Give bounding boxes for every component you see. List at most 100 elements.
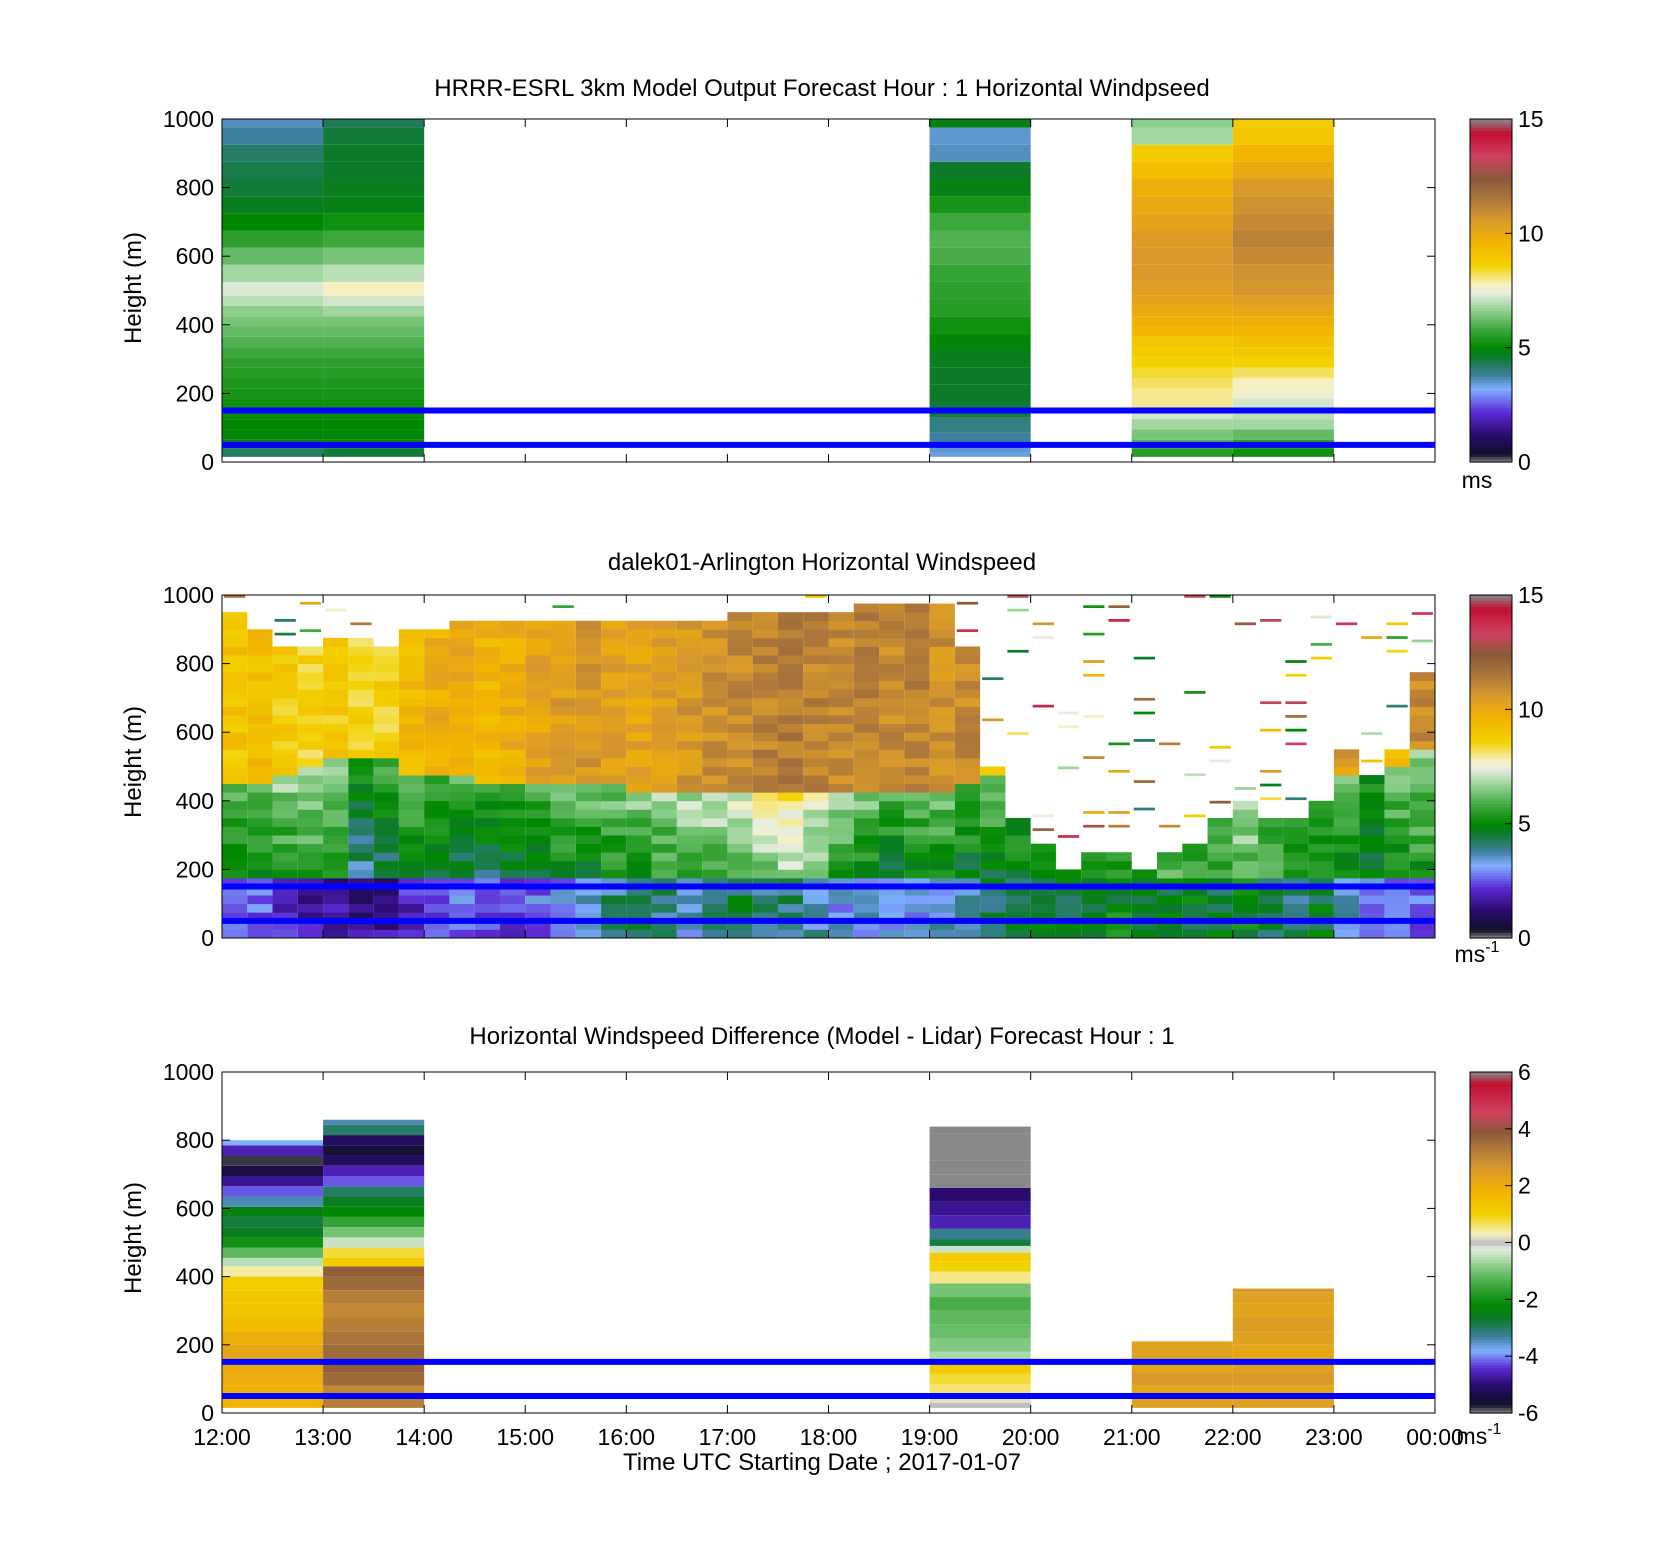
heatmap-cell xyxy=(727,877,753,887)
heatmap-cell xyxy=(1032,704,1054,708)
heatmap-cell xyxy=(398,697,425,707)
heatmap-cell xyxy=(929,367,1031,385)
heatmap-cell xyxy=(373,895,399,905)
heatmap-cell xyxy=(1359,775,1385,785)
heatmap-cell xyxy=(601,620,627,630)
heatmap-cell xyxy=(348,672,374,682)
heatmap-cell xyxy=(499,757,526,767)
heatmap-cell xyxy=(449,912,475,922)
heatmap-cell xyxy=(1409,783,1435,793)
heatmap-cell xyxy=(904,655,930,664)
heatmap-cell xyxy=(247,655,273,664)
heatmap-cell xyxy=(272,852,298,862)
colorbar-segment xyxy=(1470,1151,1512,1156)
heatmap-cell xyxy=(449,732,475,742)
colorbar-segment xyxy=(1470,755,1512,759)
colorbar-segment xyxy=(1470,686,1512,690)
heatmap-cell xyxy=(1159,742,1181,746)
heatmap-cell xyxy=(702,655,728,664)
heatmap-cell xyxy=(474,689,500,699)
heatmap-cell xyxy=(929,732,955,742)
heatmap-cell xyxy=(1232,127,1334,145)
heatmap-cell xyxy=(348,826,374,836)
heatmap-cell xyxy=(702,620,728,630)
heatmap-cell xyxy=(1131,895,1158,905)
heatmap-cell xyxy=(1209,800,1231,804)
heatmap-cell xyxy=(828,783,854,793)
x-tick-label: 18:00 xyxy=(800,1424,858,1450)
heatmap-cell xyxy=(398,655,425,664)
heatmap-cell xyxy=(727,740,753,750)
heatmap-cell xyxy=(752,895,778,905)
colorbar-segment xyxy=(1470,1191,1512,1195)
heatmap-cell xyxy=(272,903,298,913)
heatmap-cell xyxy=(575,775,602,785)
colorbar-segment xyxy=(1470,655,1512,659)
heatmap-cell xyxy=(676,757,703,767)
heatmap-cell xyxy=(499,775,526,785)
colorbar-tick-label: 5 xyxy=(1518,335,1531,361)
colorbar-segment xyxy=(1470,416,1512,420)
heatmap-cell xyxy=(550,646,576,656)
colorbar-segment xyxy=(1470,213,1512,217)
heatmap-cell xyxy=(929,655,955,664)
heatmap-cell xyxy=(525,715,551,725)
colorbar-segment xyxy=(1470,210,1512,214)
colorbar-segment xyxy=(1470,809,1512,813)
heatmap-cell xyxy=(879,697,905,707)
heatmap-cell xyxy=(1409,843,1435,853)
heatmap-cell xyxy=(1384,775,1410,785)
heatmap-cell xyxy=(954,860,981,870)
heatmap-cell xyxy=(323,305,425,317)
colorbar-segment xyxy=(1470,646,1512,650)
heatmap-cell xyxy=(499,920,526,930)
colorbar-segment xyxy=(1470,221,1512,226)
heatmap-cell xyxy=(1260,797,1282,801)
heatmap-cell xyxy=(424,912,450,922)
heatmap-cell xyxy=(222,757,248,767)
heatmap-cell xyxy=(222,689,248,699)
heatmap-cell xyxy=(879,740,905,750)
heatmap-cell xyxy=(803,680,829,690)
heatmap-cell xyxy=(803,877,829,887)
heatmap-cell xyxy=(323,646,349,656)
heatmap-cell xyxy=(651,792,677,802)
x-tick-label: 13:00 xyxy=(294,1424,352,1450)
colorbar-segment xyxy=(1470,1143,1512,1147)
heatmap-cell xyxy=(449,783,475,793)
heatmap-cell xyxy=(398,715,425,725)
heatmap-cell xyxy=(323,886,349,896)
colorbar-segment xyxy=(1470,136,1512,140)
heatmap-cell xyxy=(222,697,248,707)
heatmap-cell xyxy=(954,757,981,767)
heatmap-cell xyxy=(424,929,450,939)
heatmap-cell xyxy=(525,826,551,836)
colorbar-segment xyxy=(1470,852,1512,856)
heatmap-cell xyxy=(373,723,399,733)
colorbar-segment xyxy=(1470,623,1512,628)
heatmap-cell xyxy=(550,886,576,896)
heatmap-cell xyxy=(727,775,753,785)
heatmap-cell xyxy=(929,877,955,887)
heatmap-cell xyxy=(980,869,1006,879)
heatmap-cell xyxy=(929,1133,1031,1148)
heatmap-cell xyxy=(727,826,753,836)
heatmap-cell xyxy=(980,783,1006,793)
heatmap-cell xyxy=(1310,643,1332,646)
heatmap-cell xyxy=(879,620,905,630)
heatmap-cell xyxy=(525,732,551,742)
heatmap-cell xyxy=(525,655,551,664)
heatmap-cell xyxy=(676,903,703,913)
heatmap-cell xyxy=(1133,780,1156,783)
heatmap-cell xyxy=(575,689,602,699)
heatmap-cell xyxy=(348,757,374,767)
heatmap-cell xyxy=(777,715,804,725)
heatmap-cell xyxy=(752,826,778,836)
colorbar-frame xyxy=(1469,118,1513,463)
colorbar-segment xyxy=(1470,1361,1512,1366)
heatmap-cell xyxy=(929,179,1031,197)
colorbar-segment xyxy=(1470,264,1512,269)
heatmap-cell xyxy=(550,817,576,827)
